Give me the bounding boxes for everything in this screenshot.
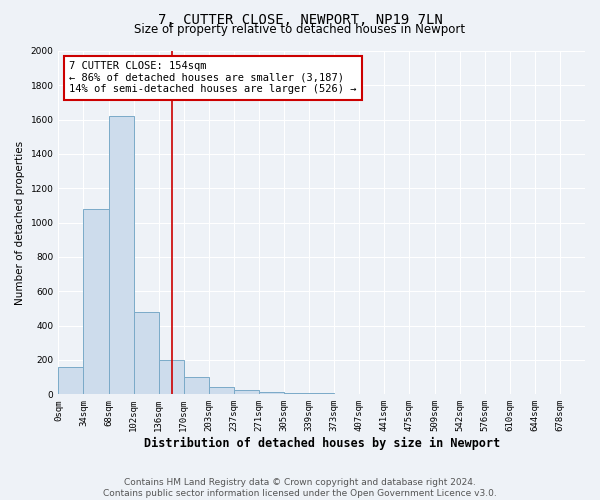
Bar bbox=[83, 209, 109, 394]
Text: 7 CUTTER CLOSE: 154sqm
← 86% of detached houses are smaller (3,187)
14% of semi-: 7 CUTTER CLOSE: 154sqm ← 86% of detached… bbox=[69, 62, 356, 94]
Bar bbox=[234, 390, 259, 394]
Bar bbox=[184, 377, 209, 394]
Bar bbox=[209, 388, 234, 394]
Bar bbox=[284, 392, 309, 394]
Y-axis label: Number of detached properties: Number of detached properties bbox=[15, 140, 25, 304]
Bar bbox=[159, 360, 184, 394]
Text: Contains HM Land Registry data © Crown copyright and database right 2024.
Contai: Contains HM Land Registry data © Crown c… bbox=[103, 478, 497, 498]
Text: 7, CUTTER CLOSE, NEWPORT, NP19 7LN: 7, CUTTER CLOSE, NEWPORT, NP19 7LN bbox=[158, 12, 442, 26]
Bar bbox=[109, 116, 134, 394]
Bar bbox=[134, 312, 159, 394]
Bar bbox=[58, 367, 83, 394]
X-axis label: Distribution of detached houses by size in Newport: Distribution of detached houses by size … bbox=[143, 437, 500, 450]
Bar bbox=[259, 392, 284, 394]
Text: Size of property relative to detached houses in Newport: Size of property relative to detached ho… bbox=[134, 22, 466, 36]
